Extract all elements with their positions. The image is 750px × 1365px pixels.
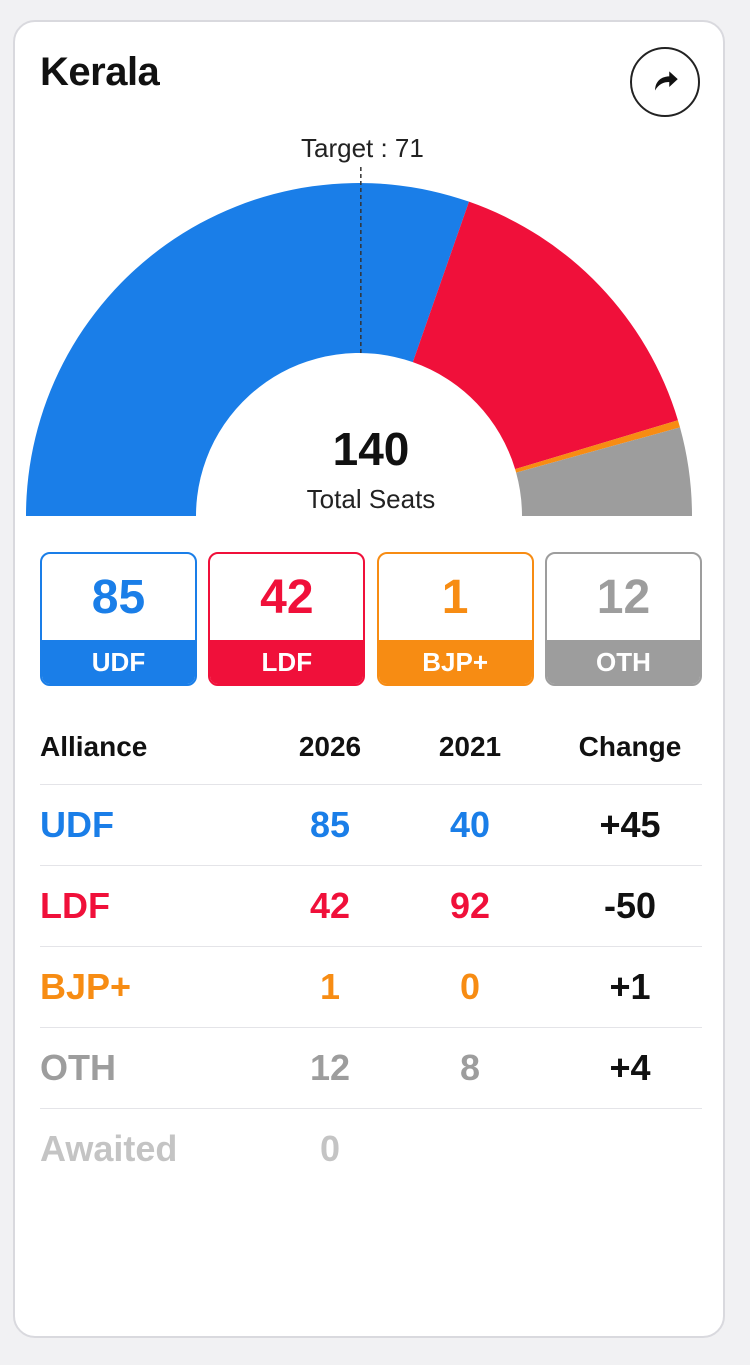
tile-bjp-value: 1	[441, 570, 469, 624]
row-awaited-alliance: Awaited	[40, 1128, 178, 1169]
tile-bjp-label: BJP+	[378, 640, 532, 684]
header-alliance: Alliance	[40, 731, 148, 762]
row-bjp-2026: 1	[319, 966, 341, 1007]
header-2021: 2021	[438, 731, 502, 762]
row-awaited-change	[560, 1109, 700, 1189]
slice-bjp	[515, 420, 680, 473]
target-label: Target : 71	[301, 133, 424, 163]
row-bjp-change: +1	[609, 966, 651, 1007]
results-table: Alliance 2026 2021 Change UDF 85 40 +45 …	[40, 710, 702, 1189]
row-bjp-2021: 0	[459, 966, 481, 1007]
row-ldf-2021: 92	[449, 885, 491, 926]
row-awaited-2021	[405, 1109, 535, 1189]
share-button[interactable]	[630, 47, 700, 117]
tile-udf-value: 85	[91, 570, 146, 624]
row-oth-2021: 8	[459, 1047, 481, 1088]
tile-ldf-value: 42	[260, 570, 314, 624]
total-seats-value: 140	[332, 423, 410, 475]
tile-udf[interactable]: 85 UDF	[40, 552, 197, 686]
row-ldf-alliance: LDF	[40, 885, 110, 926]
row-bjp-alliance: BJP+	[40, 966, 132, 1007]
tile-ldf[interactable]: 42 LDF	[208, 552, 366, 686]
row-udf-2021: 40	[449, 804, 491, 845]
slice-udf	[26, 182, 469, 516]
row-oth-alliance: OTH	[40, 1047, 116, 1088]
row-oth-change: +4	[609, 1047, 651, 1088]
row-ldf-change: -50	[603, 885, 657, 926]
table-row-awaited: Awaited 0	[40, 1109, 702, 1189]
tile-oth-label: OTH	[546, 640, 700, 684]
state-title: Kerala	[40, 50, 160, 94]
row-awaited-2026: 0	[319, 1128, 341, 1169]
tile-oth-value: 12	[596, 570, 651, 624]
results-card: Kerala Target : 71 140 Total Seats 85 UD…	[13, 20, 725, 1338]
tile-udf-label: UDF	[42, 640, 195, 684]
seat-semi-donut-chart	[26, 167, 692, 516]
table-row-bjp: BJP+ 1 0 +1	[40, 947, 702, 1028]
tile-ldf-label: LDF	[210, 640, 364, 684]
header-change: Change	[578, 731, 682, 762]
row-udf-alliance: UDF	[40, 804, 114, 845]
total-seats-label: Total Seats	[306, 484, 436, 514]
table-header-row: Alliance 2026 2021 Change	[40, 710, 702, 785]
header-2026: 2026	[298, 731, 362, 762]
alliance-tiles: 85 UDF 42 LDF 1 BJP+ 12 OTH	[40, 552, 702, 686]
tile-oth[interactable]: 12 OTH	[544, 552, 702, 686]
table-row-oth: OTH 12 8 +4	[40, 1028, 702, 1109]
slice-oth	[516, 427, 692, 516]
table-row-udf: UDF 85 40 +45	[40, 785, 702, 866]
tile-bjp[interactable]: 1 BJP+	[376, 552, 534, 686]
row-oth-2026: 12	[309, 1047, 351, 1088]
row-udf-2026: 85	[309, 804, 351, 845]
row-ldf-2026: 42	[309, 885, 351, 926]
share-arrow-icon	[648, 65, 682, 99]
table-row-ldf: LDF 42 92 -50	[40, 866, 702, 947]
slice-ldf	[412, 201, 678, 470]
row-udf-change: +45	[599, 804, 661, 845]
